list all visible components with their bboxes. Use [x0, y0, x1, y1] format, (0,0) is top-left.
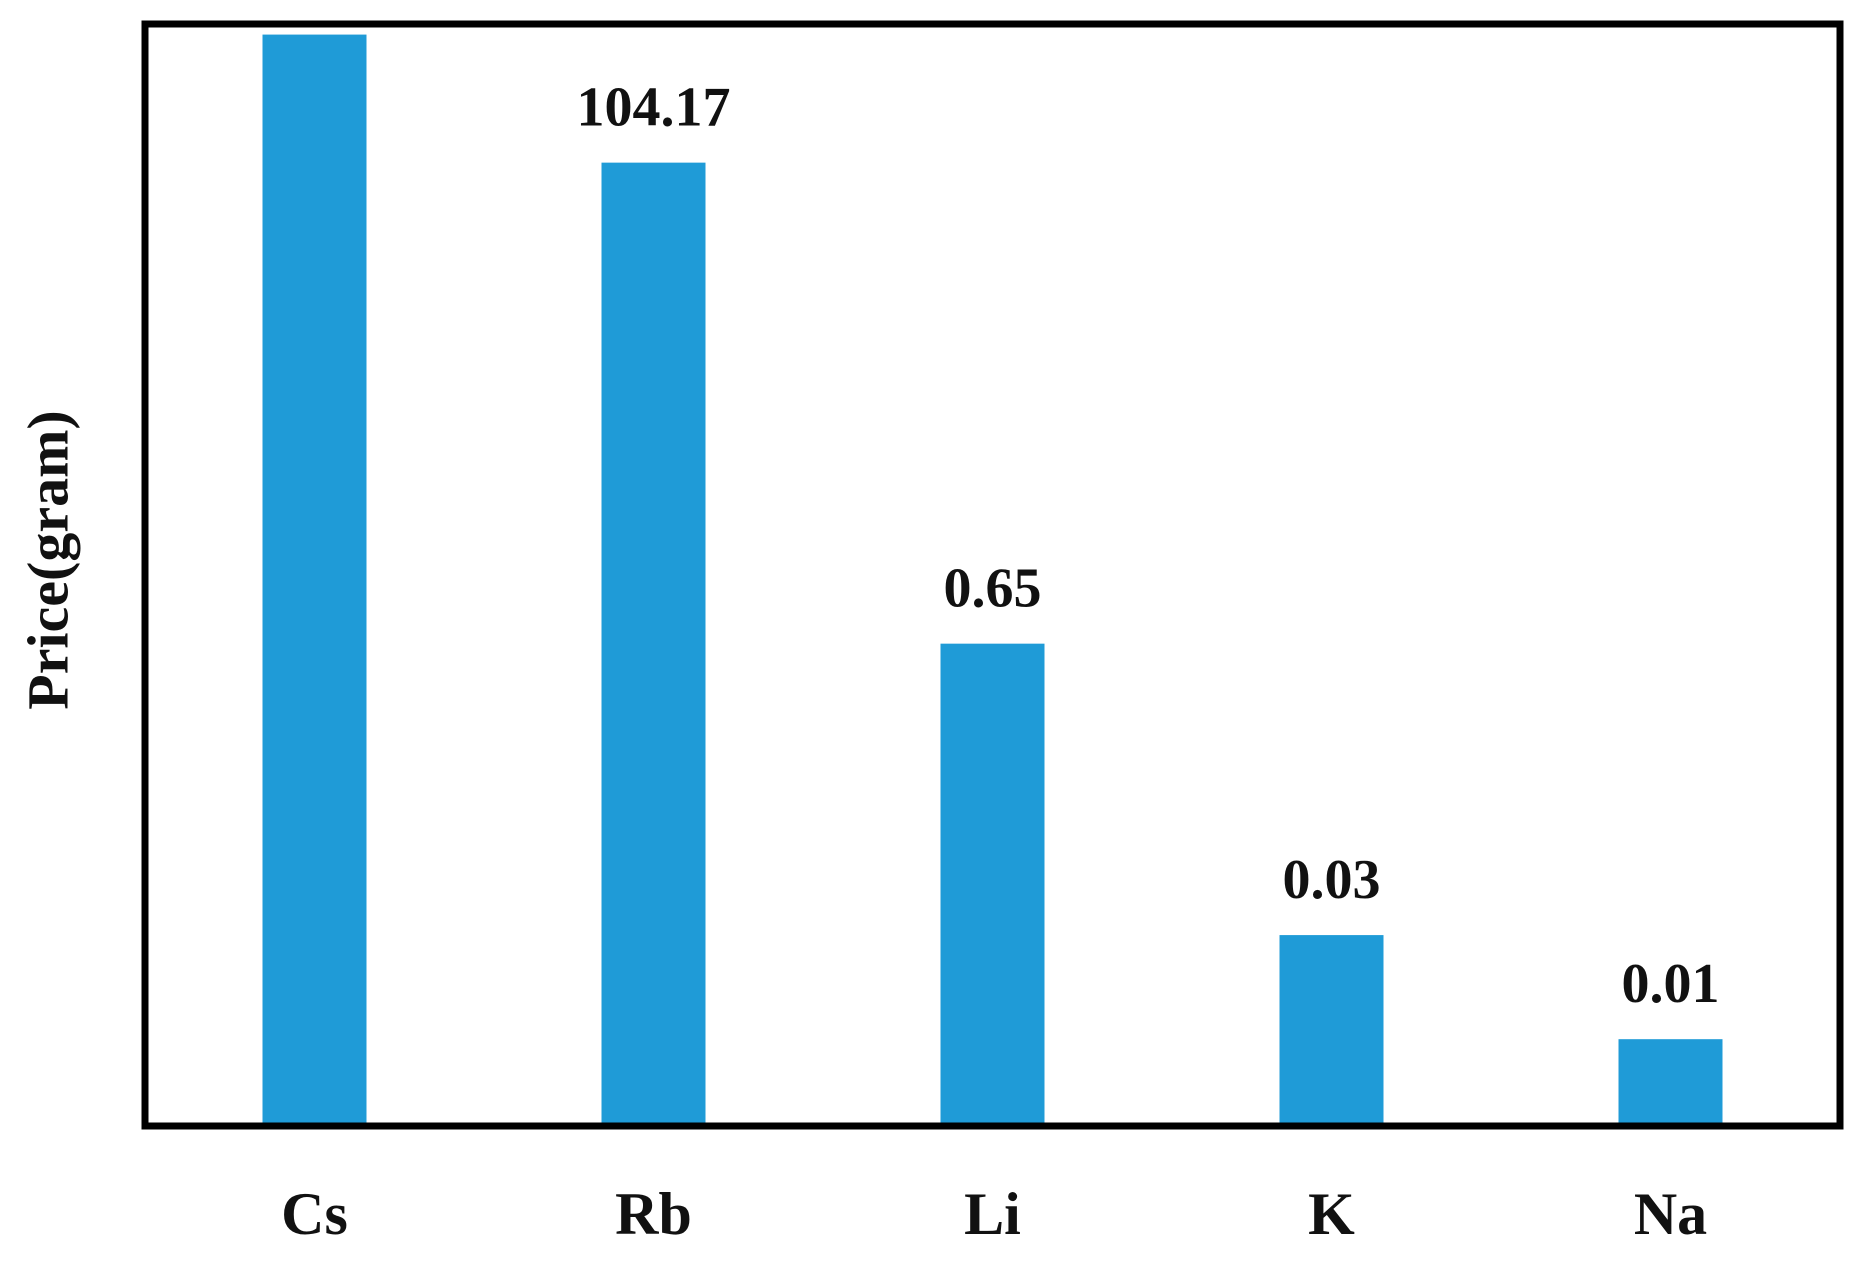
data-label: 402.45: [238, 0, 392, 10]
bar: [601, 162, 706, 1126]
y-axis-label: Price(gram): [15, 410, 80, 709]
bar: [1279, 935, 1384, 1126]
x-tick-label: Rb: [615, 1181, 692, 1247]
data-label: 104.17: [577, 76, 731, 138]
data-label: 0.65: [944, 558, 1042, 620]
x-tick-label: Cs: [281, 1181, 348, 1247]
bar: [940, 643, 1045, 1126]
x-tick-label: K: [1308, 1181, 1355, 1247]
x-tick-label: Na: [1634, 1181, 1707, 1247]
bar: [262, 34, 367, 1126]
bar: [1618, 1039, 1723, 1126]
data-label: 0.03: [1283, 849, 1381, 911]
plot-frame: [141, 20, 1844, 1130]
x-tick-label: Li: [964, 1181, 1021, 1247]
data-label: 0.01: [1622, 953, 1720, 1015]
